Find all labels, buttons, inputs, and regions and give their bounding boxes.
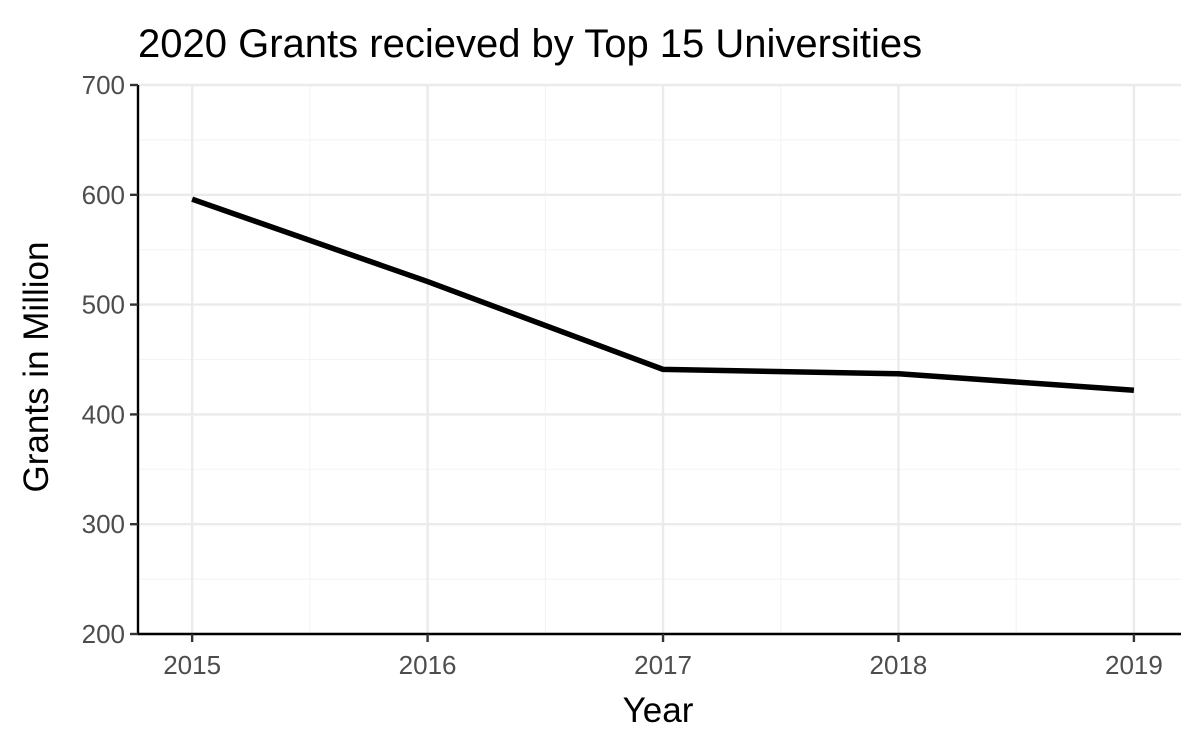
y-axis-title: Grants in Million [17, 242, 56, 493]
x-tick-label: 2015 [163, 650, 221, 680]
x-tick-label: 2019 [1105, 650, 1163, 680]
y-tick-label: 300 [82, 509, 125, 539]
series-layer [191, 196, 1135, 393]
y-tick-label: 200 [82, 619, 125, 649]
x-tick-label: 2018 [870, 650, 928, 680]
series-line [191, 196, 1135, 393]
minor-gridlines [138, 85, 1181, 634]
y-tick-label: 400 [82, 399, 125, 429]
x-axis-title: Year [623, 691, 694, 730]
axes [136, 85, 1181, 636]
chart-title: 2020 Grants recieved by Top 15 Universit… [138, 22, 922, 66]
y-tick-label: 500 [82, 290, 125, 320]
y-tick-label: 700 [82, 70, 125, 100]
x-tick-label: 2016 [399, 650, 457, 680]
x-tick-label: 2017 [634, 650, 692, 680]
y-axis-ticks: 200 300 400 500 600 700 [82, 70, 138, 649]
y-tick-label: 600 [82, 180, 125, 210]
x-axis-ticks: 2015 2016 2017 2018 2019 [163, 634, 1163, 680]
